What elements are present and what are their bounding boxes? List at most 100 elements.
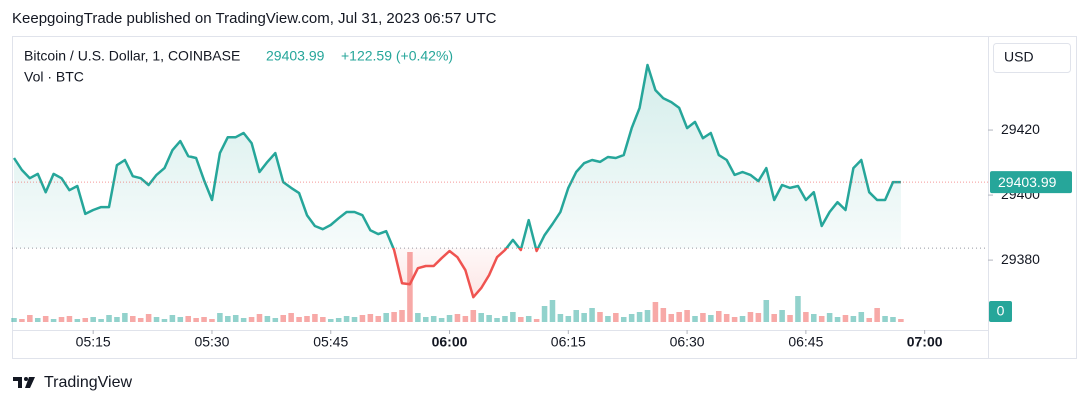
volume-bar [145,314,152,322]
volume-bar [858,312,865,322]
volume-bar [763,300,770,322]
volume-bar [850,316,857,322]
volume-bar [771,314,777,322]
header: KeepgoingTrade published on TradingView.… [12,10,497,27]
volume-bar [114,317,120,322]
volume-tick-box [989,301,1012,322]
volume-bar [581,313,587,322]
volume-tick-label: 0 [997,303,1005,319]
volume-bar [169,315,176,322]
volume-bar [161,319,168,322]
volume-bar [50,319,57,322]
volume-bar [700,313,706,322]
volume-bar [343,316,350,322]
volume-bar [636,312,643,322]
currency[interactable]: USD [1004,49,1034,65]
volume-bar [597,312,603,322]
last-price-box [990,171,1072,194]
volume-bar [137,318,144,322]
volume-bar [755,313,762,322]
volume-bar [684,310,690,322]
footer-brand: TradingView [44,374,132,391]
volume-bar [209,319,215,322]
volume-bar [296,317,302,322]
volume-bar [312,314,318,322]
volume-bar [628,314,635,322]
volume-bar [74,319,81,322]
volume-bar [90,317,96,322]
volume-bar [153,317,160,322]
volume-bar [549,300,556,322]
volume-bar [486,315,492,322]
volume-bar [462,316,469,322]
volume-bar [375,316,382,322]
volume-bar [644,310,651,322]
volume-bar [708,315,714,322]
volume-bar [565,316,572,322]
volume-bar [248,317,255,322]
volume-bar [620,317,627,322]
volume-bar [122,313,128,322]
volume-bar [58,317,65,322]
volume-bar [890,317,896,322]
volume-bar [399,310,405,322]
volume-bar [201,317,207,322]
volume-bar [383,313,389,322]
tradingview-logo [13,377,35,388]
volume-bar [430,316,437,322]
volume-bar [898,319,904,322]
volume-bar [193,318,199,322]
volume-bar [613,313,619,322]
last-price-label: 29403.99 [998,174,1057,190]
volume-bar [225,316,231,322]
volume-bar [423,317,429,322]
x-tick-label: 06:00 [432,334,468,350]
volume-bar [557,314,564,322]
volume-bar [573,310,579,322]
volume-bar [811,314,817,322]
volume-bar [502,316,508,322]
volume-bar [185,316,191,322]
volume-bar [34,318,41,322]
volume-bar [676,312,682,322]
volume-bar [454,314,461,322]
volume-bar [42,316,49,322]
volume-bar [446,315,453,322]
volume-bar [747,312,754,322]
volume-bar [525,316,532,322]
volume-bar [407,252,413,322]
volume-bar [723,314,730,322]
volume-bar [787,315,793,322]
x-tick-label: 05:15 [76,334,111,350]
volume-bar [256,314,263,322]
volume-bar [177,317,184,322]
volume-bar [415,313,421,322]
volume-bar [98,319,104,322]
volume-bar [842,315,849,322]
volume-bar [11,318,17,322]
volume-label: Vol · BTC [24,69,84,85]
volume-bar [217,313,223,322]
volume-bar [818,316,825,322]
volume-bar [779,310,785,322]
volume-bar [652,302,659,322]
volume-bar [351,317,358,322]
x-tick-label: 06:45 [788,334,823,350]
volume-bar [692,316,698,322]
volume-bar [232,315,239,322]
volume-bar [731,317,738,322]
volume-bar [391,312,397,322]
volume-bar [66,316,73,322]
volume-bar [715,311,722,322]
volume-bar [866,318,872,322]
volume-bar [240,318,247,322]
volume-bar [668,314,675,322]
x-tick-label: 06:15 [551,334,586,350]
volume-bar [130,316,136,322]
volume-bar [605,316,611,322]
currency-button[interactable] [993,43,1071,73]
volume-bar [19,319,25,322]
volume-bar [27,315,33,322]
